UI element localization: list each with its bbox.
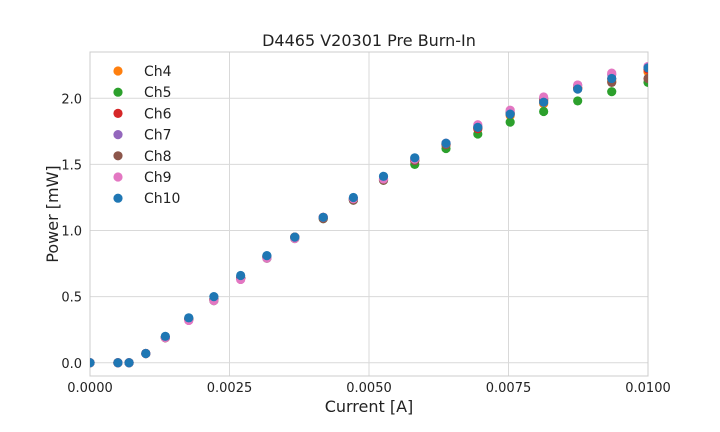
x-axis-label: Current [A] — [325, 397, 414, 416]
data-point — [473, 122, 483, 132]
legend-label: Ch9 — [144, 170, 172, 186]
data-point — [378, 171, 389, 181]
chart-title: D4465 V20301 Pre Burn-In — [262, 31, 476, 50]
x-tick-label: 0.0025 — [207, 381, 253, 396]
legend-item-ch10: Ch10 — [113, 191, 180, 207]
legend-item-ch5: Ch5 — [113, 85, 172, 101]
data-point — [209, 292, 219, 302]
data-point — [113, 358, 123, 368]
data-point — [348, 192, 358, 203]
y-tick-label: 0.5 — [61, 291, 82, 306]
data-point — [643, 73, 648, 84]
legend-item-ch8: Ch8 — [113, 149, 172, 165]
y-tick-label: 2.0 — [61, 92, 82, 107]
y-axis-label: Power [mW] — [43, 165, 62, 262]
legend-item-ch7: Ch7 — [113, 128, 172, 144]
tick-labels: 0.0000 0.0025 0.0050 0.0075 0.0100 0.0 0.5 1.0 1… — [61, 92, 670, 396]
legend: Ch4 Ch5 Ch6 Ch7 Ch8 Ch9 Ch10 — [113, 64, 180, 207]
data-points — [90, 61, 648, 368]
data-point — [573, 84, 583, 94]
data-point — [124, 358, 134, 368]
legend-item-ch6: Ch6 — [113, 106, 172, 122]
grid — [89, 52, 649, 376]
data-point — [262, 251, 272, 261]
x-tick-label: 0.0000 — [67, 381, 113, 396]
data-point — [441, 138, 451, 148]
data-point — [318, 212, 328, 222]
data-point — [539, 97, 549, 107]
x-tick-label: 0.0100 — [625, 381, 671, 396]
data-point — [290, 232, 300, 242]
y-tick-label: 0.0 — [61, 357, 82, 372]
series-ch10 — [90, 63, 648, 368]
legend-label: Ch4 — [144, 64, 172, 80]
legend-marker — [113, 66, 123, 76]
data-point — [141, 348, 151, 359]
y-tick-label: 1.5 — [61, 158, 82, 173]
data-point — [410, 153, 420, 163]
data-point — [236, 270, 246, 281]
legend-marker — [113, 172, 123, 182]
legend-marker — [113, 87, 123, 97]
data-point — [643, 63, 648, 73]
legend-marker — [113, 108, 123, 118]
x-tick-label: 0.0075 — [486, 381, 532, 396]
data-point — [539, 106, 549, 117]
legend-label: Ch10 — [144, 191, 180, 207]
plot-frame — [89, 51, 649, 377]
data-point — [607, 87, 617, 97]
data-point — [505, 109, 515, 119]
data-point — [573, 96, 583, 106]
legend-marker — [113, 193, 123, 203]
data-point — [505, 117, 515, 127]
legend-label: Ch5 — [144, 85, 172, 101]
legend-label: Ch7 — [144, 128, 172, 144]
legend-marker — [113, 151, 123, 161]
x-tick-label: 0.0050 — [346, 381, 392, 396]
legend-marker — [113, 130, 123, 140]
data-point — [184, 313, 194, 323]
data-point — [160, 331, 170, 341]
legend-item-ch9: Ch9 — [113, 170, 172, 186]
legend-item-ch4: Ch4 — [113, 64, 172, 80]
legend-label: Ch8 — [144, 149, 172, 165]
data-point — [90, 358, 95, 368]
y-tick-label: 1.0 — [61, 225, 82, 240]
data-point — [607, 73, 617, 84]
legend-label: Ch6 — [144, 106, 172, 122]
